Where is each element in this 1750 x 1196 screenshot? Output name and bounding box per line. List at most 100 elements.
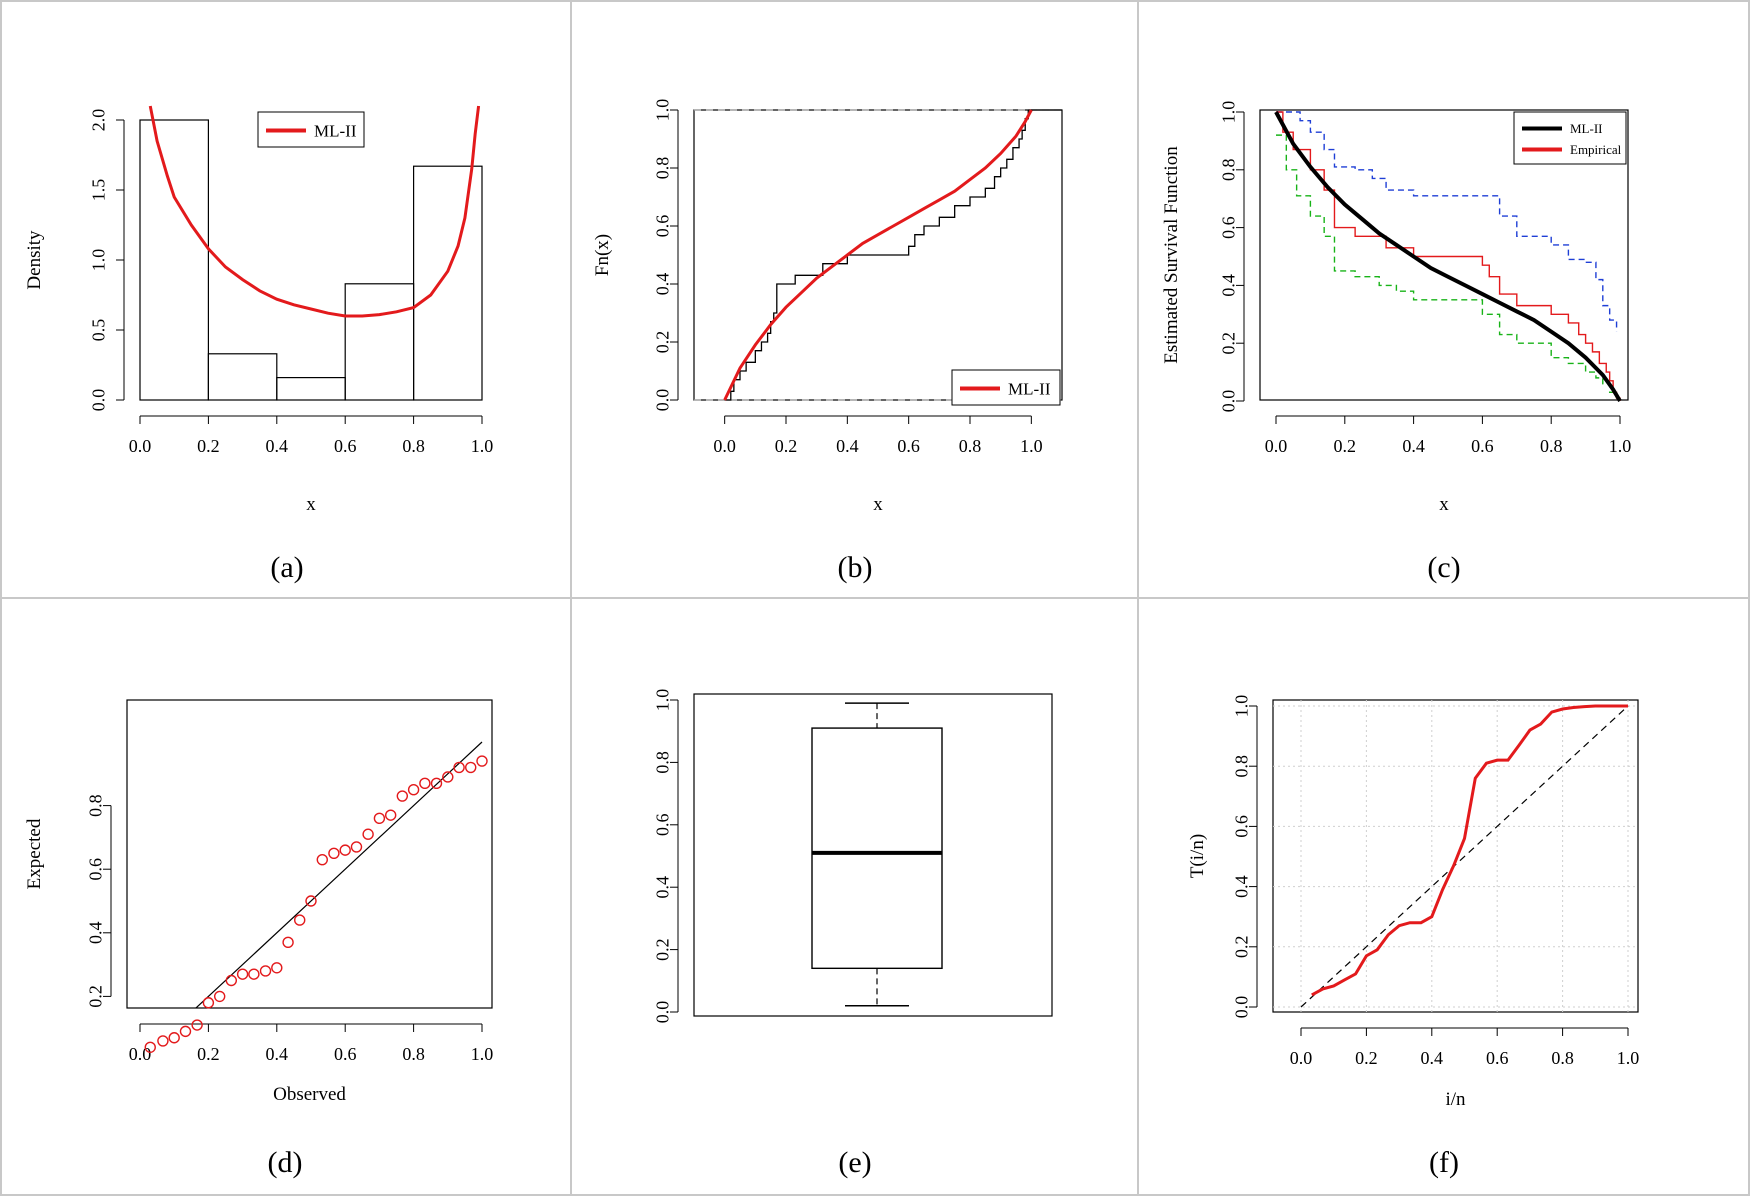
y-tick-label: 1.0 (1231, 695, 1251, 718)
panel-a: 0.0 0.2 0.4 0.6 0.8 1.0 0.0 0.5 1.0 1.5 2.0 x Densit… (24, 105, 494, 584)
pp-point (179, 1025, 192, 1038)
x-tick-label: 0.4 (1421, 1048, 1444, 1068)
plot-frame (693, 693, 1053, 1017)
survival-curve-ml-ii (1274, 111, 1622, 403)
y-tick-label: 1.0 (652, 99, 672, 122)
x-tick-label: 0.2 (775, 436, 798, 456)
x-tick-label: 0.0 (713, 436, 736, 456)
y-tick-label: 1.0 (88, 249, 108, 272)
survival-empirical-step (1276, 111, 1621, 401)
y-tick-label: 0.6 (1218, 216, 1238, 239)
cdf-curve-ml-ii (723, 109, 1033, 401)
x-tick-label: 0.4 (266, 436, 289, 456)
histogram-bar (207, 353, 278, 401)
iqr-box (811, 727, 943, 970)
y-tick-label: 0.2 (652, 938, 672, 961)
pp-point (442, 771, 454, 783)
y-tick-label: 2.0 (88, 109, 108, 132)
panel-d: 0.0 0.2 0.4 0.6 0.8 1.0 0.2 0.4 0.6 0.8 Observed Ex… (24, 699, 494, 1179)
y-tick-label: 0.4 (652, 876, 672, 899)
x-axis-label: i/n (1445, 1089, 1466, 1110)
y-tick-label: 0.0 (88, 389, 108, 412)
legend-box (1513, 111, 1627, 165)
pp-point (373, 812, 386, 825)
y-axis-label: Fn(x) (592, 234, 613, 276)
density-curve-ml-ii (148, 105, 481, 318)
y-tick-label: 0.2 (652, 331, 672, 354)
pp-point (282, 936, 294, 949)
reference-line-y-equals-x (1300, 705, 1629, 1008)
pp-point (419, 777, 431, 790)
y-axis-label: Density (24, 230, 45, 290)
pp-point (453, 761, 465, 774)
ttt-curve (1311, 704, 1628, 997)
x-tick-label: 0.4 (1402, 436, 1425, 456)
pp-point (225, 974, 238, 987)
pp-point (168, 1032, 180, 1044)
pp-point (271, 962, 283, 974)
x-tick-label: 1.0 (471, 436, 494, 456)
x-tick-label: 1.0 (1617, 1048, 1640, 1068)
x-tick-label: 0.8 (959, 436, 982, 456)
ecdf-step (724, 110, 1029, 401)
x-axis-label: x (873, 494, 883, 515)
x-axis-label: x (1439, 494, 1449, 515)
y-tick-label: 0.2 (1231, 936, 1251, 959)
y-tick-label: 0.5 (88, 319, 108, 342)
x-tick-label: 0.2 (1355, 1048, 1378, 1068)
pp-point (157, 1035, 169, 1047)
histogram-bar (413, 165, 483, 401)
pp-point (362, 828, 374, 840)
pp-point (144, 1041, 156, 1053)
panel-caption: (a) (270, 551, 303, 584)
x-tick-label: 0.2 (1334, 436, 1357, 456)
pp-point (191, 1019, 203, 1031)
pp-point (294, 914, 306, 926)
x-tick-label: 0.0 (1290, 1048, 1313, 1068)
x-tick-label: 1.0 (471, 1044, 494, 1064)
survival-upper-bound (1276, 111, 1618, 332)
pp-point (339, 844, 351, 856)
pp-point (350, 841, 363, 853)
y-tick-label: 0.8 (1218, 159, 1238, 182)
pp-point (248, 968, 260, 980)
panel-caption: (e) (838, 1146, 871, 1179)
x-tick-label: 0.8 (402, 436, 425, 456)
y-tick-label: 0.8 (652, 751, 672, 774)
pp-point (465, 761, 477, 774)
plot-frame (1272, 699, 1639, 1013)
x-tick-label: 0.6 (334, 1044, 357, 1064)
y-tick-label: 0.8 (85, 794, 105, 817)
pp-point (316, 853, 328, 866)
x-tick-label: 0.8 (1551, 1048, 1574, 1068)
y-tick-label: 0.4 (85, 922, 105, 945)
legend-label: ML-II (314, 121, 357, 140)
x-tick-label: 0.0 (1265, 436, 1288, 456)
panel-c: 0.0 0.2 0.4 0.6 0.8 1.0 0.0 0.2 0.4 0.6 0.8 1.0 x Est… (1161, 101, 1631, 584)
pp-point (328, 847, 340, 859)
y-tick-label: 0.2 (85, 985, 105, 1008)
pp-point (259, 965, 272, 977)
legend-label: ML-II (1008, 379, 1051, 398)
y-tick-label: 0.4 (1231, 875, 1251, 898)
panel-caption: (d) (268, 1146, 303, 1179)
pp-point (213, 990, 226, 1003)
y-tick-label: 1.0 (652, 689, 672, 712)
panel-caption: (f) (1429, 1146, 1459, 1179)
x-tick-label: 0.2 (197, 436, 220, 456)
plot-frame (126, 699, 493, 1009)
y-tick-label: 0.0 (652, 389, 672, 412)
pp-point (476, 755, 488, 767)
y-axis-label: Expected (24, 818, 45, 889)
legend-label: ML-II (1570, 121, 1603, 136)
x-tick-label: 0.6 (1471, 436, 1494, 456)
x-tick-label: 0.8 (1540, 436, 1563, 456)
x-tick-label: 0.6 (1486, 1048, 1509, 1068)
y-tick-label: 0.0 (1231, 996, 1251, 1019)
x-tick-label: 0.6 (897, 436, 920, 456)
pp-point (396, 790, 409, 802)
y-tick-label: 0.8 (652, 157, 672, 180)
y-axis-label: Estimated Survival Function (1161, 146, 1182, 364)
legend-label: Empirical (1570, 142, 1622, 157)
